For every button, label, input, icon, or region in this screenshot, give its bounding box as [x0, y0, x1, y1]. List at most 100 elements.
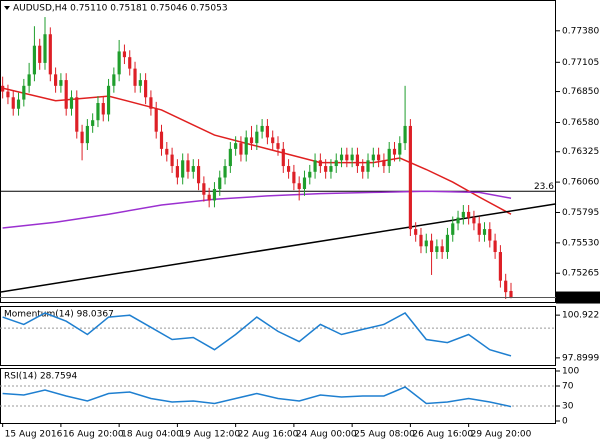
- candle-body: [196, 166, 201, 184]
- candle-body: [345, 154, 349, 161]
- candle-body: [329, 166, 333, 172]
- candle-body: [170, 154, 174, 167]
- candle-body: [154, 108, 158, 132]
- candle-body: [175, 166, 179, 178]
- candle-body: [255, 131, 259, 144]
- candle-body: [467, 211, 471, 218]
- candle-body: [419, 234, 423, 247]
- x-tick-label: 15 Aug 2016: [5, 430, 63, 440]
- candle-body: [287, 166, 291, 172]
- x-tick-label: 22 Aug 16:00: [238, 430, 299, 440]
- y-tick-label: 0.75795: [562, 208, 599, 218]
- candle-body: [498, 252, 502, 281]
- price-panel: [0, 0, 556, 303]
- indicator-line: [2, 87, 512, 215]
- candle-body: [228, 148, 232, 167]
- chart-title: AUDUSD,H4 0.75110 0.75181 0.75046 0.7505…: [13, 4, 228, 14]
- x-tick-label: 16 Aug 20:00: [63, 430, 124, 440]
- candle-body: [429, 240, 434, 253]
- candle-body: [159, 131, 164, 149]
- candle-body: [377, 154, 381, 161]
- candle-body: [133, 68, 137, 86]
- candle-body: [308, 171, 312, 178]
- y-tick-label: 0.76060: [562, 178, 599, 188]
- candle-body: [414, 229, 418, 235]
- candle-body: [276, 143, 280, 149]
- y-tick-label: 0.76850: [562, 87, 599, 97]
- candle-body: [424, 240, 428, 247]
- candle-body: [456, 217, 460, 224]
- candle-body: [488, 229, 492, 241]
- candle-body: [75, 97, 79, 132]
- candle-body: [144, 80, 148, 98]
- candle-body: [191, 166, 195, 172]
- candle-body: [366, 160, 370, 172]
- x-tick-label: 26 Aug 16:00: [412, 430, 473, 440]
- candle-body: [260, 125, 264, 132]
- candle-body: [186, 160, 190, 172]
- candle-body: [292, 171, 296, 184]
- y-tick-label: 0: [562, 417, 568, 427]
- candle-body: [16, 99, 21, 109]
- y-tick-label: 0.76325: [562, 147, 599, 157]
- candle-body: [461, 211, 465, 218]
- candle-body: [138, 80, 142, 86]
- candle-body: [350, 154, 354, 161]
- candle-body: [122, 51, 127, 58]
- candle-body: [302, 177, 307, 189]
- y-tick-label: 70: [562, 382, 574, 392]
- candle-body: [435, 246, 439, 253]
- candle-body: [334, 160, 338, 167]
- candle-body: [101, 103, 105, 115]
- candle-body: [149, 97, 153, 109]
- candle-body: [244, 137, 248, 155]
- candle-body: [112, 74, 116, 86]
- candle-body: [493, 240, 497, 253]
- candle-body: [504, 280, 508, 293]
- candle-body: [69, 97, 74, 109]
- indicator-line: [2, 386, 512, 408]
- candle-body: [408, 125, 412, 230]
- candle-body: [11, 97, 15, 109]
- candle-body: [371, 154, 375, 161]
- current-price-label: 0.75053: [559, 293, 596, 303]
- candle-body: [482, 229, 487, 235]
- indicator-title: RSI(14) 28.7594: [4, 372, 77, 382]
- candle-body: [91, 120, 95, 126]
- candle-body: [318, 160, 322, 167]
- indicator-line: [2, 312, 512, 357]
- candle-body: [355, 154, 360, 167]
- candle-body: [27, 74, 31, 86]
- candle-body: [281, 148, 285, 167]
- y-tick-label: 100.922: [562, 311, 599, 321]
- candle-body: [48, 34, 52, 75]
- candle-body: [85, 125, 89, 144]
- candle-body: [96, 103, 100, 121]
- candle-body: [509, 290, 513, 298]
- y-tick-label: 97.8999: [562, 353, 599, 363]
- indicator-line: [0, 203, 557, 293]
- y-tick-label: 0.75265: [562, 269, 599, 279]
- candle-body: [22, 85, 26, 100]
- candle-body: [249, 137, 254, 144]
- candle-body: [212, 188, 217, 201]
- candle-body: [117, 51, 121, 75]
- candle-body: [339, 154, 344, 161]
- menu-icon[interactable]: [4, 6, 10, 10]
- indicator-title: Momentum(14) 98.0367: [4, 310, 114, 320]
- candle-body: [59, 80, 63, 86]
- y-tick-label: 0.77105: [562, 58, 599, 68]
- candle-body: [6, 91, 10, 98]
- candle-body: [472, 217, 476, 224]
- candle-body: [265, 125, 269, 138]
- level-label: 23.6: [534, 182, 554, 192]
- current-price-box: [556, 291, 600, 304]
- candle-body: [1, 85, 5, 92]
- y-tick-label: 30: [562, 402, 574, 412]
- candle-body: [165, 148, 169, 155]
- x-tick-label: 29 Aug 20:00: [471, 430, 532, 440]
- y-tick-label: 0.77380: [562, 26, 599, 36]
- candle-body: [445, 234, 450, 253]
- x-tick-label: 19 Aug 12:00: [179, 430, 240, 440]
